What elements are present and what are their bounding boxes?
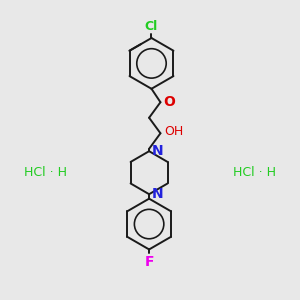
Text: Cl: Cl (145, 20, 158, 33)
Text: F: F (144, 255, 154, 269)
Text: N: N (152, 187, 164, 201)
Text: OH: OH (164, 125, 183, 138)
Text: HCl · H: HCl · H (24, 166, 67, 179)
Text: HCl · H: HCl · H (233, 166, 276, 179)
Text: O: O (163, 95, 175, 109)
Text: N: N (152, 144, 164, 158)
